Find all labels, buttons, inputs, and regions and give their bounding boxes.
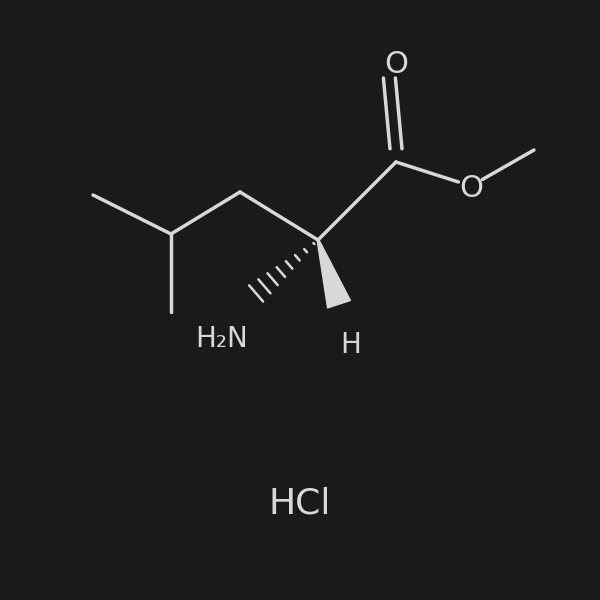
Text: O: O: [459, 175, 483, 203]
Text: H₂N: H₂N: [196, 325, 248, 353]
Text: HCl: HCl: [269, 487, 331, 521]
Text: O: O: [384, 50, 408, 79]
Polygon shape: [317, 240, 350, 308]
Text: H: H: [341, 331, 361, 359]
